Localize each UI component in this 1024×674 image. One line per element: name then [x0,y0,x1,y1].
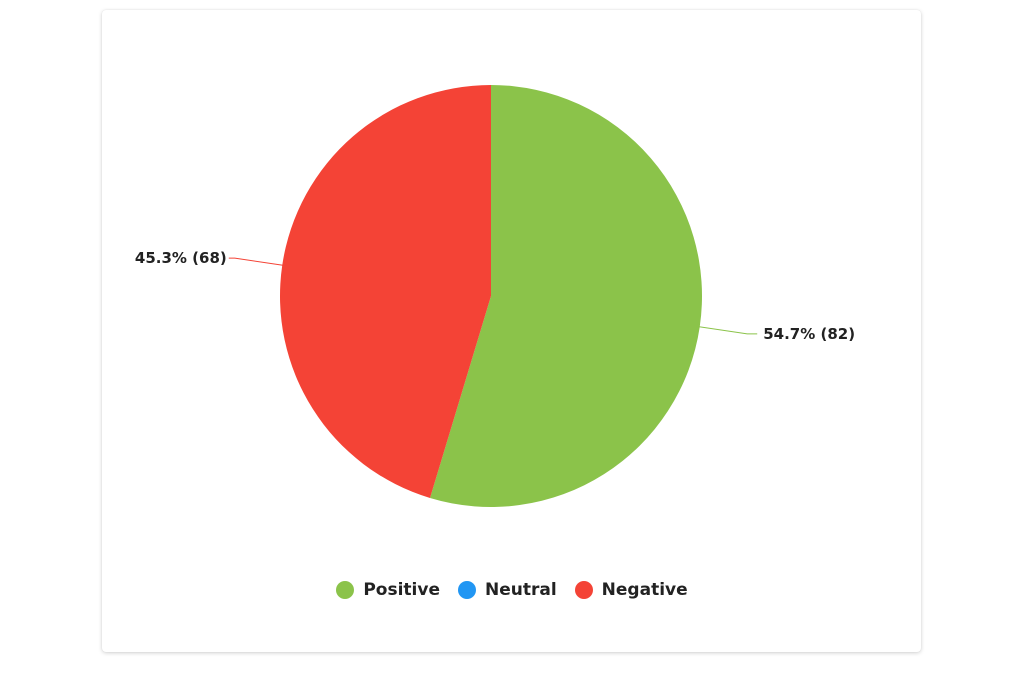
pie-slice-negative[interactable] [280,85,491,498]
legend-label-negative: Negative [601,580,688,600]
pie-label-negative: 45.3% (68) [135,249,227,267]
pie-labels: 54.7% (82) 45.3% (68) [135,249,855,343]
legend-swatch-negative [574,581,593,599]
leader-line-positive [695,325,758,335]
legend-item-negative[interactable]: Negative [574,580,688,600]
pie-label-positive: 54.7% (82) [763,325,855,343]
legend-swatch-positive [336,581,355,599]
legend-swatch-neutral [458,581,476,599]
legend-item-positive[interactable]: Positive [336,580,440,600]
pie-slice-positive[interactable] [430,85,702,507]
pie-label-leaders [228,257,758,335]
legend-item-neutral[interactable]: Neutral [458,580,557,600]
chart-legend: Positive Neutral Negative [0,580,1024,600]
legend-label-positive: Positive [363,580,440,600]
leader-line-negative [228,257,287,267]
legend-label-neutral: Neutral [485,580,557,600]
pie-slices [280,85,702,507]
